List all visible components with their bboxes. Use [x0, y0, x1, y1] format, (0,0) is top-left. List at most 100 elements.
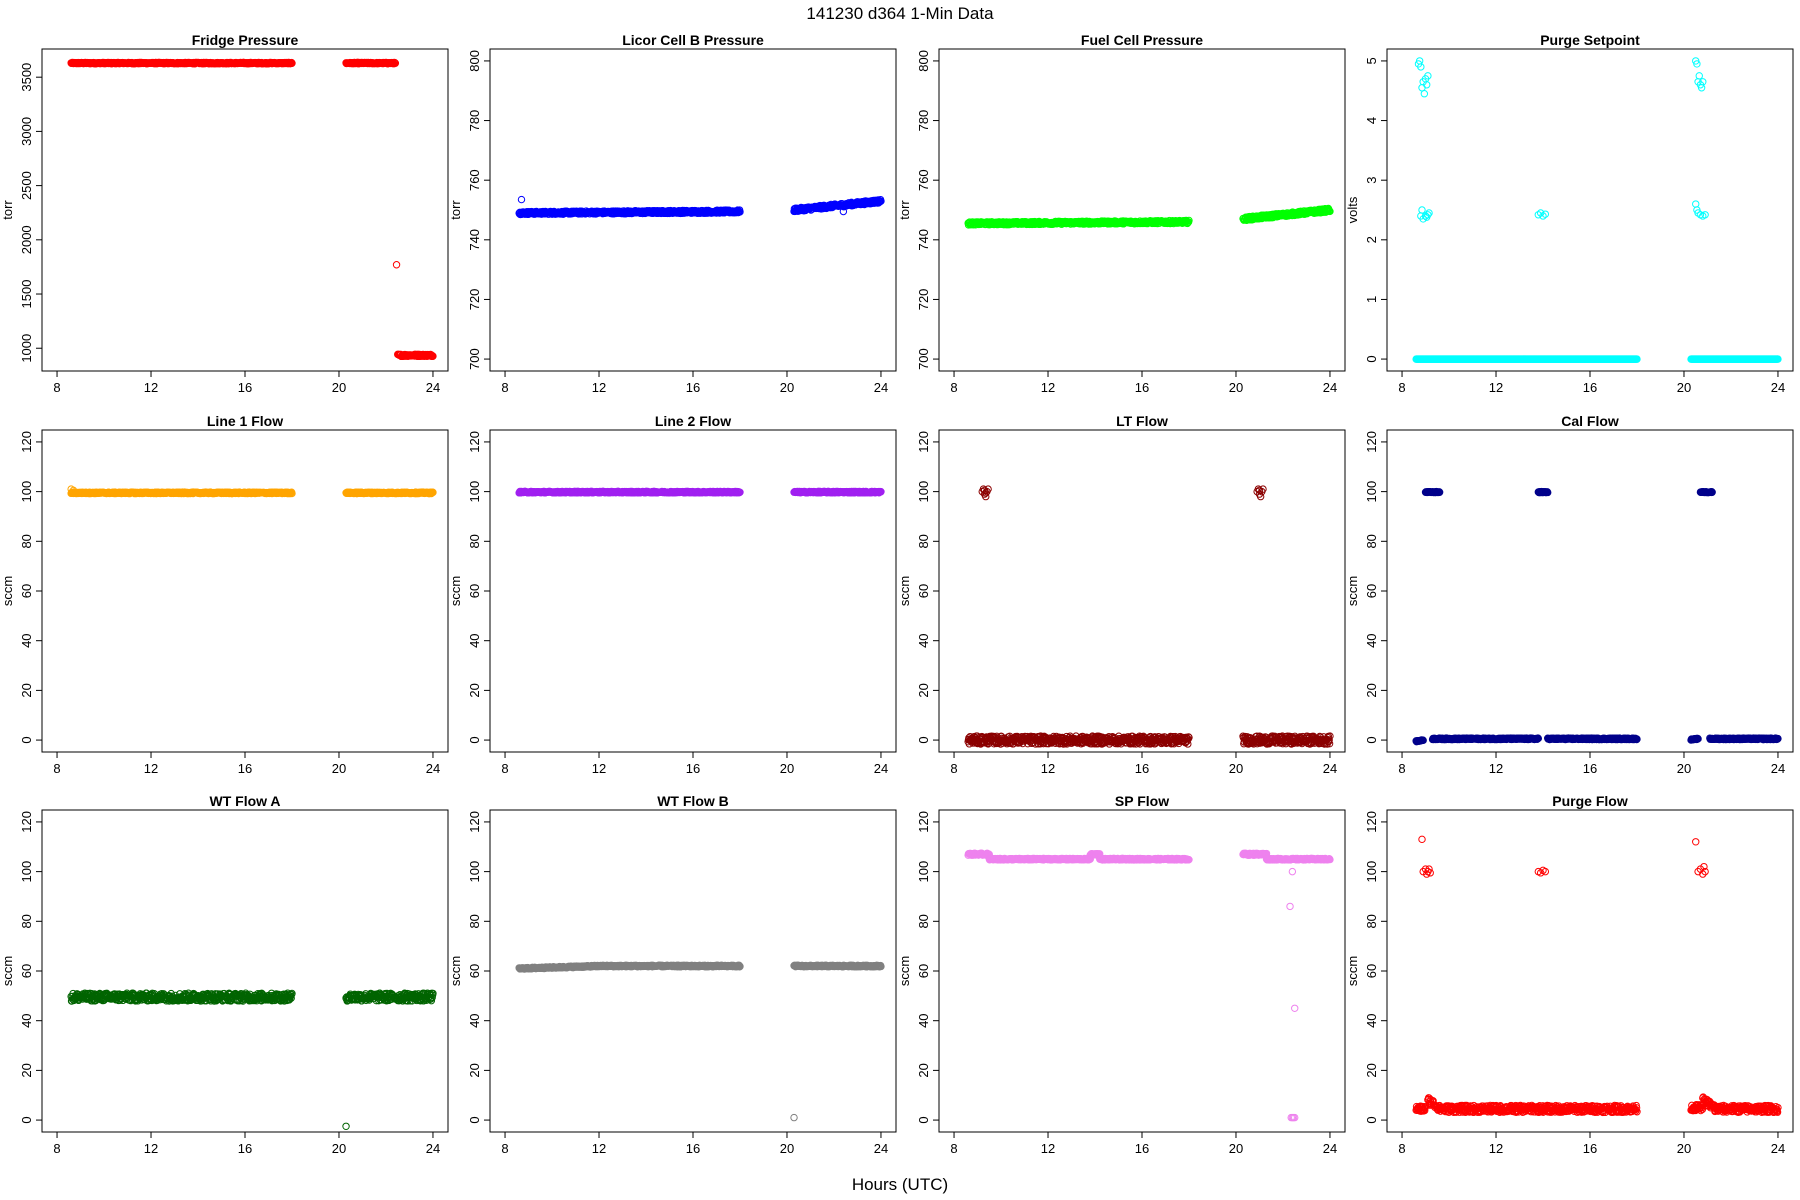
x-tick-label: 20: [1229, 380, 1243, 395]
data-point: [877, 197, 885, 205]
y-axis-label: torr: [448, 200, 463, 220]
x-tick-label: 12: [592, 380, 606, 395]
y-tick-label: 60: [467, 584, 482, 598]
x-tick-label: 16: [1583, 380, 1597, 395]
x-tick-label: 12: [1489, 380, 1503, 395]
x-tick-label: 16: [1135, 761, 1149, 776]
x-tick-label: 24: [1771, 380, 1785, 395]
y-tick-label: 740: [467, 229, 482, 251]
data-points: [1412, 57, 1782, 363]
x-tick-label: 24: [426, 380, 440, 395]
x-tick-label: 20: [780, 380, 794, 395]
data-points: [67, 58, 437, 361]
x-tick-label: 12: [592, 761, 606, 776]
y-tick-label: 20: [916, 683, 931, 697]
y-tick-label: 1000: [19, 334, 34, 363]
data-points: [515, 195, 885, 219]
y-tick-label: 40: [467, 633, 482, 647]
data-point: [736, 208, 744, 216]
plot-frame: [938, 429, 1346, 753]
y-axis-label: sccm: [0, 576, 15, 606]
panel-title: Fridge Pressure: [192, 32, 299, 48]
data-point: [288, 59, 296, 67]
data-point: [1695, 72, 1703, 80]
x-tick-label: 20: [332, 380, 346, 395]
x-tick-label: 20: [1229, 761, 1243, 776]
data-point: [391, 59, 400, 67]
y-tick-label: 20: [467, 683, 482, 697]
y-tick-label: 760: [916, 169, 931, 191]
y-axis-label: torr: [0, 200, 15, 220]
y-tick-label: 800: [467, 50, 482, 72]
y-tick-label: 1: [1364, 296, 1379, 303]
data-point: [1418, 206, 1426, 214]
y-tick-label: 780: [916, 110, 931, 132]
y-axis-label: sccm: [448, 576, 463, 606]
y-tick-label: 3: [1364, 177, 1379, 184]
y-tick-label: 0: [916, 736, 931, 743]
y-tick-label: 760: [467, 169, 482, 191]
y-tick-label: 60: [916, 584, 931, 598]
y-tick-label: 20: [19, 683, 34, 697]
x-tick-label: 8: [53, 761, 60, 776]
y-tick-label: 740: [916, 229, 931, 251]
data-point: [1701, 211, 1709, 219]
x-tick-label: 16: [238, 380, 252, 395]
y-tick-label: 40: [19, 633, 34, 647]
panel-title: Licor Cell B Pressure: [622, 32, 764, 48]
y-tick-label: 0: [19, 736, 34, 743]
y-tick-label: 780: [467, 110, 482, 132]
y-tick-label: 100: [916, 481, 931, 503]
data-points: [515, 487, 885, 497]
y-tick-label: 80: [916, 534, 931, 548]
data-point: [392, 261, 401, 269]
y-axis-label: volts: [1345, 196, 1360, 223]
panel-title: Line 2 Flow: [655, 413, 731, 429]
x-tick-label: 16: [686, 761, 700, 776]
y-tick-label: 100: [19, 481, 34, 503]
y-tick-label: 2000: [19, 225, 34, 254]
x-tick-label: 20: [780, 761, 794, 776]
data-point: [839, 207, 848, 216]
plot-frame: [41, 48, 449, 372]
x-tick-label: 12: [1041, 380, 1055, 395]
x-tick-label: 20: [1677, 380, 1691, 395]
y-tick-label: 4: [1364, 117, 1379, 124]
y-tick-label: 60: [19, 584, 34, 598]
x-tick-label: 24: [874, 761, 888, 776]
x-tick-label: 12: [144, 380, 158, 395]
data-points: [964, 485, 1334, 748]
y-tick-label: 800: [916, 50, 931, 72]
data-points: [67, 485, 437, 498]
plot-frame: [489, 429, 897, 753]
x-tick-label: 20: [332, 761, 346, 776]
x-tick-label: 8: [1398, 380, 1405, 395]
y-tick-label: 700: [467, 348, 482, 370]
y-tick-label: 40: [916, 633, 931, 647]
y-tick-label: 120: [916, 431, 931, 453]
y-tick-label: 2: [1364, 236, 1379, 243]
x-tick-label: 8: [501, 761, 508, 776]
data-point: [1692, 200, 1700, 208]
y-tick-label: 80: [19, 534, 34, 548]
y-tick-label: 3500: [19, 63, 34, 92]
x-tick-label: 16: [1135, 380, 1149, 395]
panel-title: Purge Setpoint: [1540, 32, 1640, 48]
data-points: [964, 204, 1334, 229]
y-tick-label: 0: [467, 736, 482, 743]
y-tick-label: 2500: [19, 171, 34, 200]
panel-title: Fuel Cell Pressure: [1081, 32, 1203, 48]
x-tick-label: 24: [426, 761, 440, 776]
y-axis-label: sccm: [897, 576, 912, 606]
y-tick-label: 5: [1364, 57, 1379, 64]
x-tick-label: 24: [1323, 380, 1337, 395]
x-tick-label: 8: [53, 380, 60, 395]
data-point: [1420, 90, 1429, 98]
